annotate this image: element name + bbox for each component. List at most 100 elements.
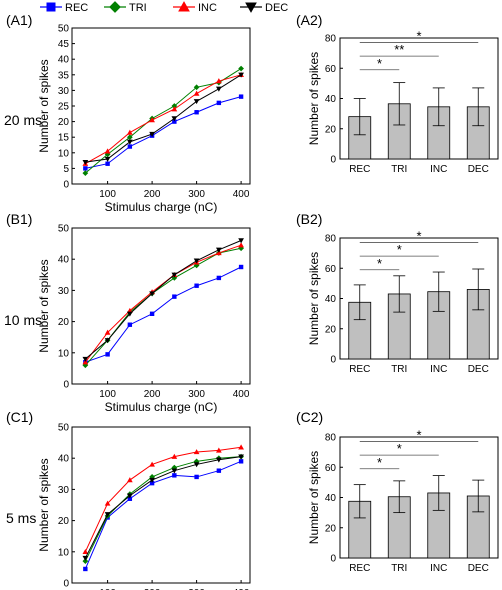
y-tick-label: 40 [325,294,337,305]
y-tick-label: 35 [58,70,70,81]
y-tick-label: 30 [58,86,70,97]
legend-label-dec: DEC [265,2,288,14]
data-point-inc [149,117,155,123]
series-line-dec [85,74,242,163]
data-point-rec [172,473,177,478]
data-point-dec [149,291,155,297]
y-tick-label: 40 [58,255,70,266]
y-tick-label: 40 [58,55,70,66]
x-tick-label: 400 [233,189,250,200]
data-point-dec [104,512,111,518]
x-tick-label: REC [349,364,370,375]
data-point-inc [238,242,244,248]
data-point-rec [149,311,155,316]
data-point-inc [215,78,222,84]
y-tick-label: 10 [58,348,70,359]
x-tick-label: DEC [468,364,489,375]
data-point-rec [172,294,177,299]
legend-marker-inc [178,1,190,12]
duration-label-10ms: 10 ms [4,312,42,328]
x-tick-label: 100 [99,588,116,590]
y-tick-label: 45 [58,39,70,50]
data-point-dec [238,238,244,244]
data-point-dec [126,493,133,499]
significance-marker: ** [394,42,404,57]
series-line-rec [84,460,242,570]
y-axis-label: Number of spikes [37,259,51,352]
data-point-dec [104,338,111,344]
line-chart-a1: 0 5 10 15 20 25 30 35 40 45 50 100 200 300 400 Stimulus… [37,24,251,214]
x-tick-label: DEC [468,164,489,175]
significance-marker: * [377,455,382,470]
data-point-dec [193,462,200,468]
legend-label-rec: REC [65,2,88,14]
data-point-rec [194,283,199,288]
legend-label-tri: TRI [129,2,147,14]
series-line-inc [84,244,242,363]
data-point-dec [215,247,222,253]
data-point-rec [216,100,222,106]
data-point-rec [83,566,88,572]
data-point-dec [193,258,200,264]
y-tick-label: 80 [325,34,337,45]
y-tick-label: 80 [325,234,337,245]
data-point-tri [104,151,111,158]
data-point-tri [171,275,178,281]
data-point-tri [82,558,89,565]
x-tick-label: 400 [233,389,250,400]
y-tick-label: 10 [58,148,70,159]
y-axis-label: Number of spikes [307,252,321,345]
y-tick-label: 60 [325,463,337,474]
y-tick-label: 20 [325,523,337,534]
y-tick-label: 5 [63,164,69,175]
legend-marker-tri [109,1,121,13]
y-tick-label: 40 [58,454,70,465]
y-tick-label: 40 [325,94,337,105]
y-tick-label: 50 [58,423,70,434]
significance-marker: * [416,428,421,443]
data-point-inc [126,129,133,135]
significance-marker: * [397,242,402,257]
x-axis-label: Stimulus charge (nC) [105,400,218,414]
y-tick-label: 0 [63,579,69,590]
data-point-tri [82,170,89,176]
data-point-rec [83,166,88,171]
series-line-dec [85,240,242,360]
y-tick-label: 50 [58,24,70,35]
plot-frame [71,227,251,385]
x-tick-label: 400 [233,588,250,590]
data-point-dec [193,99,200,105]
y-axis-label: Number of spikes [37,59,51,152]
data-point-inc [171,453,178,459]
data-point-inc [171,106,178,112]
y-tick-label: 30 [58,286,70,297]
series-line-rec [85,266,242,363]
y-tick-label: 0 [330,155,336,166]
x-tick-label: REC [349,164,370,175]
x-tick-label: TRI [391,164,407,175]
x-tick-label: 200 [144,588,161,590]
data-point-dec [238,72,244,78]
y-tick-label: 40 [325,493,337,504]
series-line-tri [84,247,242,366]
x-tick-label: 300 [188,389,205,400]
x-tick-label: INC [430,164,447,175]
y-axis-label: Number of spikes [307,52,321,145]
y-tick-label: 20 [325,324,337,335]
data-point-dec [149,477,155,483]
y-tick-label: 60 [325,264,337,275]
data-point-inc [238,444,244,450]
data-point-inc [82,548,89,554]
data-point-inc [104,500,111,506]
data-point-tri [171,103,178,109]
y-tick-label: 20 [58,117,70,128]
legend: REC TRI INC DEC [40,1,288,14]
series-line-inc [84,446,242,553]
data-point-rec [127,144,133,149]
bar-chart-c2: 0 20 40 60 80 Number of spikes REC TRI INC DEC * * * [307,428,499,574]
x-tick-label: 100 [99,189,116,200]
data-point-rec [194,474,199,480]
data-point-inc [193,449,200,455]
